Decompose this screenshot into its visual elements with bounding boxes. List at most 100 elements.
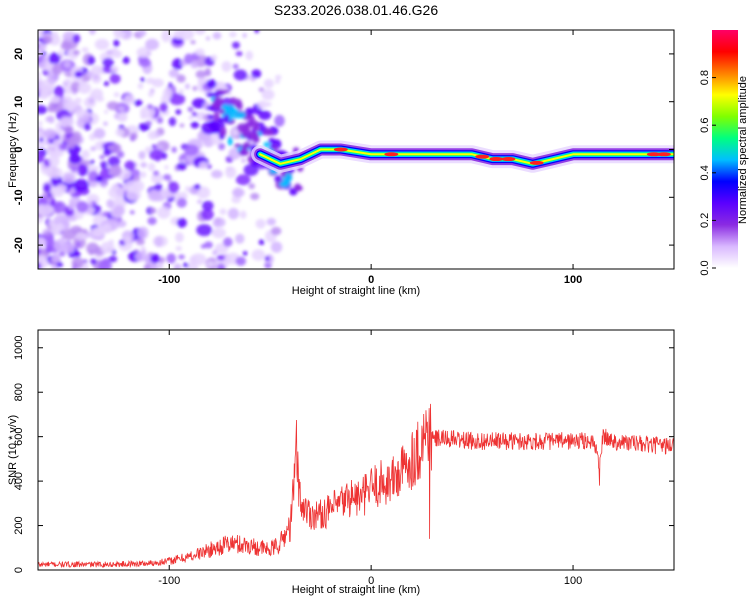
heatmap-cell: [176, 162, 187, 171]
heatmap-cell: [201, 200, 214, 211]
heatmap-cell: [52, 31, 59, 39]
heatmap-cell: [38, 137, 44, 142]
heatmap-cell: [223, 237, 233, 247]
heatmap-cell: [109, 73, 121, 84]
snr-xlabel: Height of straight line (km): [292, 584, 420, 596]
heatmap-cell: [100, 241, 115, 254]
heatmap-cell: [145, 120, 152, 126]
heatmap-cell: [250, 192, 260, 200]
spectrogram-ytick-label: 0: [13, 146, 25, 152]
heatmap-cell: [184, 53, 194, 65]
heatmap-cell: [242, 33, 247, 38]
heatmap-cell: [251, 69, 262, 79]
heatmap-cell: [62, 173, 76, 184]
heatmap-cell: [140, 162, 148, 168]
heatmap-cell: [47, 105, 54, 113]
colorbar-tick-label: 0.0: [699, 260, 711, 275]
heatmap-cell: [179, 123, 185, 128]
heatmap-cell: [206, 92, 217, 98]
heatmap-cell: [103, 81, 110, 87]
heatmap-cell: [119, 30, 133, 41]
heatmap-cell: [148, 252, 153, 257]
figure-title: S233.2026.038.01.46.G26: [274, 2, 438, 18]
heatmap-cell: [85, 71, 94, 77]
heatmap-cell: [90, 88, 104, 100]
heatmap-cell: [102, 211, 110, 218]
heatmap-cell: [196, 186, 211, 199]
heatmap-cell: [239, 210, 247, 219]
heatmap-cell: [232, 41, 240, 49]
heatmap-cell: [238, 149, 250, 156]
heatmap-hotspot: [529, 160, 544, 165]
heatmap-cell: [72, 178, 90, 192]
heatmap-cell: [75, 232, 87, 240]
heatmap-cell: [71, 165, 78, 173]
heatmap-cell: [204, 67, 211, 76]
heatmap-cell: [219, 89, 230, 94]
heatmap-cell: [270, 226, 282, 236]
snr-ylabel: SNR (10 * v/v): [7, 415, 19, 485]
heatmap-cell: [38, 43, 47, 51]
heatmap-cell: [137, 83, 144, 90]
heatmap-cell: [195, 70, 207, 79]
heatmap-cell: [38, 105, 48, 115]
heatmap-cell: [189, 255, 199, 266]
heatmap-cell: [133, 99, 143, 107]
heatmap-cell: [258, 87, 265, 92]
heatmap-cell: [115, 128, 125, 137]
heatmap-cell: [150, 253, 160, 264]
heatmap-cell: [184, 83, 190, 90]
heatmap-cell: [72, 49, 80, 56]
snr-ytick-label: 400: [13, 472, 25, 490]
heatmap-cell: [113, 113, 120, 120]
heatmap-cell: [235, 51, 243, 57]
heatmap-cell: [38, 71, 42, 76]
heatmap-cell: [90, 159, 95, 165]
heatmap-cell: [116, 114, 127, 122]
heatmap-cell: [140, 245, 146, 252]
heatmap-cell: [257, 100, 268, 109]
heatmap-cell: [102, 223, 112, 234]
heatmap-cell: [90, 146, 97, 152]
colorbar: 0.0 0.2 0.4 0.6 0.8 Normalized spectral ampl…: [699, 30, 749, 276]
heatmap-cell: [123, 94, 135, 105]
heatmap-cell: [94, 166, 99, 171]
heatmap-cell: [38, 237, 47, 248]
heatmap-cell: [154, 183, 163, 191]
heatmap-cell: [108, 255, 118, 263]
snr-ytick-label: 600: [13, 427, 25, 445]
heatmap-cell: [93, 128, 106, 139]
heatmap-cell: [235, 256, 247, 266]
heatmap-cell: [81, 149, 90, 159]
heatmap-cell: [110, 143, 122, 154]
heatmap-cell: [135, 250, 147, 262]
heatmap-cell: [147, 162, 156, 172]
heatmap-cell: [258, 110, 272, 121]
heatmap-cell: [47, 192, 52, 198]
heatmap-cell: [46, 231, 51, 237]
heatmap-cell: [225, 166, 237, 179]
heatmap-cell: [126, 189, 142, 201]
heatmap-cell: [184, 144, 199, 156]
heatmap-cell: [74, 71, 83, 78]
heatmap-cell: [228, 31, 237, 38]
heatmap-cell: [51, 252, 61, 263]
heatmap-cell: [187, 106, 194, 112]
heatmap-cell: [206, 79, 217, 89]
heatmap-cell: [245, 50, 254, 61]
heatmap-cell: [123, 236, 132, 246]
heatmap-cell: [168, 69, 180, 78]
heatmap-cell: [192, 85, 198, 91]
heatmap-cell: [220, 126, 227, 135]
heatmap-cell: [171, 146, 177, 153]
heatmap-cell: [269, 144, 275, 149]
heatmap-cell: [198, 161, 209, 170]
heatmap-cell: [113, 39, 120, 48]
heatmap-hotspot: [384, 152, 399, 157]
heatmap-cell: [268, 137, 276, 144]
heatmap-cell: [151, 144, 158, 150]
heatmap-cell: [265, 102, 272, 107]
heatmap-cell: [235, 174, 251, 186]
heatmap-cell: [274, 74, 282, 80]
